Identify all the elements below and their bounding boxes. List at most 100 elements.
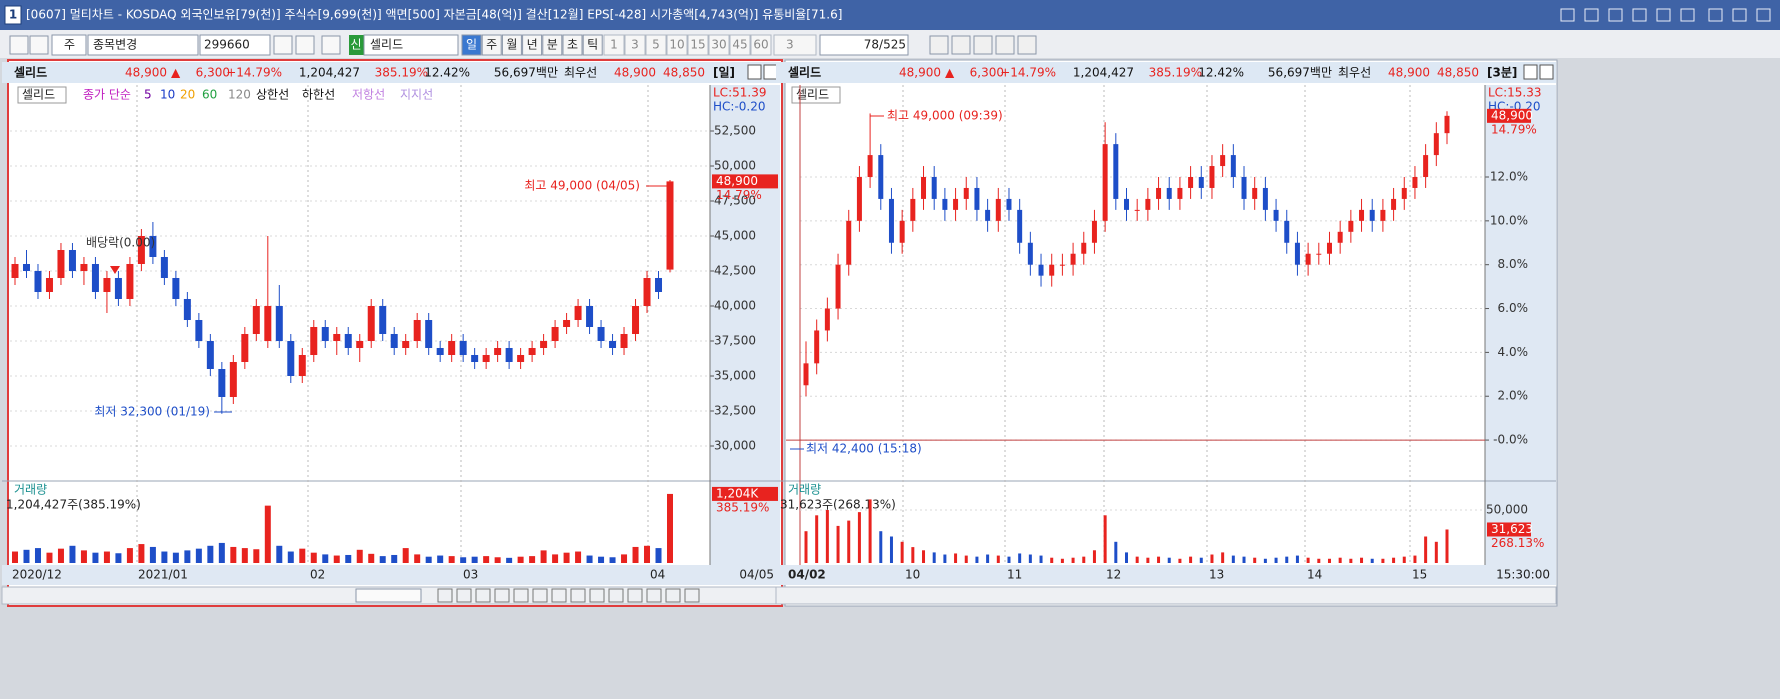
volume-bar xyxy=(471,556,478,563)
header-volume: 1,204,427 xyxy=(1073,66,1134,80)
price-flag xyxy=(712,174,778,189)
period-button[interactable] xyxy=(542,34,563,56)
interval-label[interactable]: 10 xyxy=(669,38,684,52)
zoom-tool[interactable] xyxy=(608,588,624,603)
market-box[interactable] xyxy=(51,34,87,56)
interval-button[interactable] xyxy=(687,34,709,56)
volume-bar xyxy=(23,549,30,563)
zoom-tool[interactable] xyxy=(551,588,567,603)
y-tick-label: 4.0% xyxy=(1498,345,1529,359)
zoom-tool[interactable] xyxy=(665,588,681,603)
market-select[interactable]: 주 xyxy=(64,38,75,52)
multiplier-box[interactable] xyxy=(773,34,817,56)
window-button[interactable] xyxy=(1708,8,1723,22)
volume-bar xyxy=(655,548,662,563)
candle-body xyxy=(1091,220,1097,243)
period-label[interactable]: 초 xyxy=(567,38,578,52)
zoom-tool[interactable] xyxy=(589,588,605,603)
interval-label[interactable]: 60 xyxy=(753,38,768,52)
tool-icon[interactable] xyxy=(929,35,949,55)
tool-icon[interactable] xyxy=(295,35,315,55)
period-button[interactable] xyxy=(481,34,502,56)
scroll-thumb[interactable] xyxy=(355,588,422,603)
interval-label[interactable]: 1 xyxy=(610,38,618,52)
interval-label[interactable]: 5 xyxy=(652,38,660,52)
candle-body xyxy=(344,333,352,348)
period-button[interactable] xyxy=(522,34,543,56)
zoom-tool[interactable] xyxy=(627,588,643,603)
stock-box[interactable] xyxy=(363,34,459,56)
candle-body xyxy=(942,198,948,210)
volume-tick-label: 50,000 xyxy=(1486,503,1528,517)
window-button[interactable] xyxy=(1756,8,1771,22)
period-button[interactable] xyxy=(562,34,583,56)
candle-body xyxy=(540,340,548,348)
period-label[interactable]: 년 xyxy=(527,38,538,52)
zoom-tool[interactable] xyxy=(456,588,472,603)
interval-label[interactable]: 15 xyxy=(690,38,705,52)
zoom-tool[interactable] xyxy=(646,588,662,603)
volume-bar xyxy=(1392,557,1396,563)
interval-label[interactable]: 45 xyxy=(732,38,747,52)
scrollbar[interactable] xyxy=(775,586,1557,605)
count-box[interactable] xyxy=(819,34,909,56)
period-label[interactable]: 월 xyxy=(506,38,517,52)
zoom-tool[interactable] xyxy=(494,588,510,603)
tool-icon[interactable] xyxy=(9,35,29,55)
period-button[interactable] xyxy=(461,34,482,56)
dividend-marker xyxy=(110,266,120,274)
code-box[interactable] xyxy=(199,34,271,56)
search-box[interactable] xyxy=(87,34,199,56)
stock-name[interactable]: 셀리드 xyxy=(370,38,403,52)
interval-button[interactable] xyxy=(624,34,646,56)
tool-icon[interactable] xyxy=(951,35,971,55)
volume-bar xyxy=(460,557,467,563)
prefix-label[interactable]: 신 xyxy=(350,38,361,52)
count[interactable]: 78/525 xyxy=(864,38,906,52)
zoom-tool[interactable] xyxy=(437,588,453,603)
period-button[interactable] xyxy=(582,34,603,56)
prefix-box[interactable] xyxy=(349,35,364,55)
tool-icon[interactable] xyxy=(273,35,293,55)
tool-icon[interactable] xyxy=(29,35,49,55)
window-button[interactable] xyxy=(1680,8,1695,22)
window-button[interactable] xyxy=(1584,8,1599,22)
tool-icon[interactable] xyxy=(973,35,993,55)
search-select[interactable]: 종목변경 xyxy=(93,38,137,52)
interval-button[interactable] xyxy=(603,34,625,56)
zoom-tool[interactable] xyxy=(684,588,700,603)
zoom-tool[interactable] xyxy=(570,588,586,603)
zoom-tool[interactable] xyxy=(532,588,548,603)
window-button[interactable] xyxy=(1732,8,1747,22)
window-button[interactable] xyxy=(1632,8,1647,22)
window-button[interactable] xyxy=(1608,8,1623,22)
interval-button[interactable] xyxy=(729,34,751,56)
period-label[interactable]: 주 xyxy=(486,38,497,52)
period-button[interactable] xyxy=(501,34,522,56)
interval-button[interactable] xyxy=(750,34,772,56)
panel-button[interactable] xyxy=(1523,64,1538,80)
window-button[interactable] xyxy=(1560,8,1575,22)
code-input[interactable]: 299660 xyxy=(204,38,250,52)
panel-button[interactable] xyxy=(747,64,762,80)
tool-icon[interactable] xyxy=(1017,35,1037,55)
multiplier[interactable]: 3 xyxy=(786,38,794,52)
period-label[interactable]: 분 xyxy=(547,38,558,52)
interval-button[interactable] xyxy=(666,34,688,56)
interval-label[interactable]: 30 xyxy=(711,38,726,52)
tool-icon[interactable] xyxy=(995,35,1015,55)
zoom-tool[interactable] xyxy=(513,588,529,603)
tool-icon[interactable] xyxy=(321,35,341,55)
panel-button[interactable] xyxy=(763,64,778,80)
panel-button[interactable] xyxy=(1539,64,1554,80)
interval-label[interactable]: 3 xyxy=(631,38,639,52)
zoom-tool[interactable] xyxy=(475,588,491,603)
volume-bar xyxy=(517,556,524,563)
interval-button[interactable] xyxy=(708,34,730,56)
candle-body xyxy=(321,326,329,341)
volume-bar xyxy=(126,548,133,563)
window-button[interactable] xyxy=(1656,8,1671,22)
period-label[interactable]: 일 xyxy=(466,38,477,52)
interval-button[interactable] xyxy=(645,34,667,56)
period-label[interactable]: 틱 xyxy=(587,38,598,52)
